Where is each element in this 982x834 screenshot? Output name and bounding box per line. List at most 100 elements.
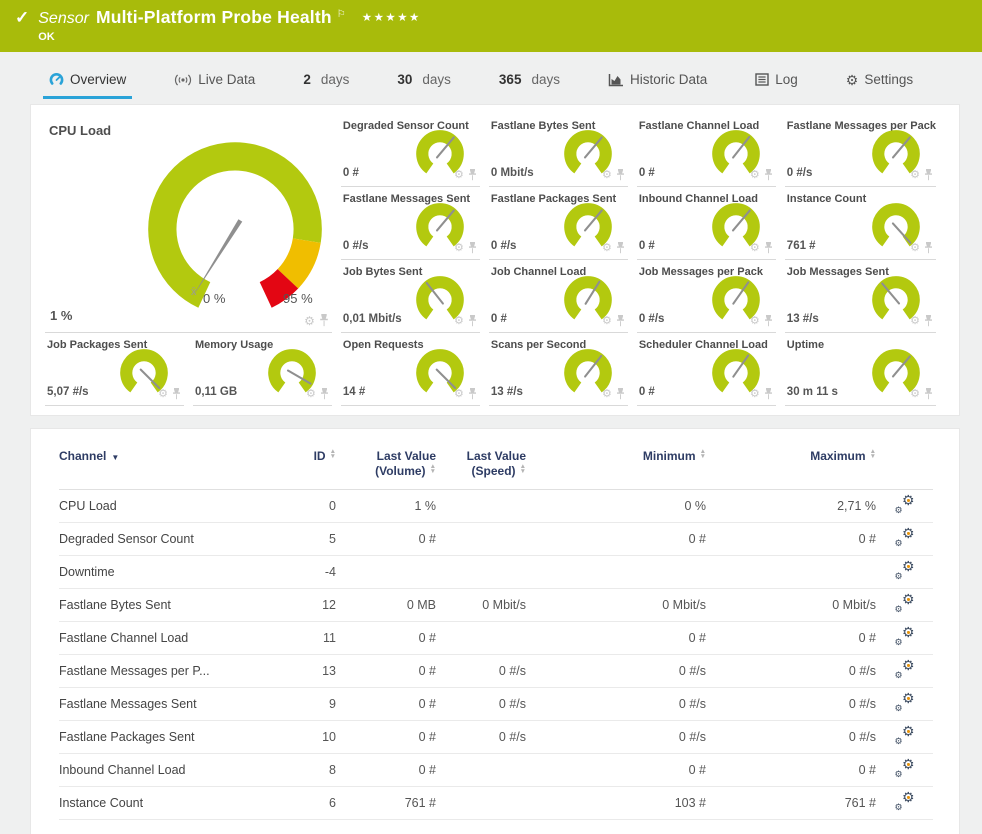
column-header-maximum[interactable]: Maximum▲▼ <box>706 445 876 490</box>
gauge-tile[interactable]: Scheduler Channel Load0 #⚙ <box>637 333 776 406</box>
channel-id: 13 <box>274 655 336 688</box>
pin-icon[interactable] <box>319 314 329 327</box>
pin-icon[interactable] <box>764 242 773 254</box>
gauge-settings-gear-icon[interactable]: ⚙ <box>454 170 464 181</box>
gauge-settings-gear-icon[interactable]: ⚙ <box>158 389 168 400</box>
gauge-tile[interactable]: Memory Usage0,11 GB⚙ <box>193 333 332 406</box>
gauge-tile[interactable]: Job Messages per Pack0 #/s⚙ <box>637 260 776 333</box>
edit-channel-gears-icon[interactable]: ⚙⚙ <box>895 661 915 678</box>
gauge-tile[interactable]: Job Channel Load0 #⚙ <box>489 260 628 333</box>
gauge-settings-gear-icon[interactable]: ⚙ <box>602 170 612 181</box>
pin-icon[interactable] <box>616 388 625 400</box>
gauge-tile[interactable]: Inbound Channel Load0 #⚙ <box>637 187 776 260</box>
pin-icon[interactable] <box>924 388 933 400</box>
tab-30-days[interactable]: 30 days <box>391 66 457 99</box>
gauge-settings-gear-icon[interactable]: ⚙ <box>454 243 464 254</box>
pin-icon[interactable] <box>468 388 477 400</box>
sort-icon: ▲▼ <box>330 449 336 459</box>
tab-label: Settings <box>864 72 913 87</box>
gauge-value: 0 #/s <box>491 240 517 252</box>
tab-live-data[interactable]: Live Data <box>168 66 261 99</box>
channel-actions-cell: ⚙⚙ <box>876 688 933 721</box>
gauge-settings-gear-icon[interactable]: ⚙ <box>454 316 464 327</box>
edit-channel-gears-icon[interactable]: ⚙⚙ <box>895 793 915 810</box>
pin-icon[interactable] <box>764 315 773 327</box>
gauge-tile[interactable]: Uptime30 m 11 s⚙ <box>785 333 936 406</box>
pin-icon[interactable] <box>764 388 773 400</box>
pin-icon[interactable] <box>468 242 477 254</box>
edit-channel-gears-icon[interactable]: ⚙⚙ <box>895 694 915 711</box>
priority-stars[interactable]: ★★★★★ <box>362 10 421 24</box>
pin-icon[interactable] <box>468 315 477 327</box>
pin-icon[interactable] <box>320 388 329 400</box>
tab-log[interactable]: Log <box>749 66 804 99</box>
edit-channel-gears-icon[interactable]: ⚙⚙ <box>895 628 915 645</box>
column-label: ID <box>314 449 326 463</box>
gauge-settings-gear-icon[interactable]: ⚙ <box>910 170 920 181</box>
status-ok-check-icon: ✓ <box>15 8 29 28</box>
column-header-last-value-speed[interactable]: Last Value (Speed)▲▼ <box>436 445 526 490</box>
gauge-tile[interactable]: Fastlane Packages Sent0 #/s⚙ <box>489 187 628 260</box>
gauge-tile[interactable]: Open Requests14 #⚙ <box>341 333 480 406</box>
gauge-tile[interactable]: Fastlane Bytes Sent0 Mbit/s⚙ <box>489 114 628 187</box>
gauge-value: 5,07 #/s <box>47 386 89 398</box>
last-value-volume: 0 # <box>336 688 436 721</box>
column-header-id[interactable]: ID ▲▼ <box>274 445 336 490</box>
gauge-tile[interactable]: Instance Count761 #⚙ <box>785 187 936 260</box>
tab-historic-data[interactable]: Historic Data <box>602 66 713 99</box>
gauge-settings-gear-icon[interactable]: ⚙ <box>750 170 760 181</box>
pin-icon[interactable] <box>616 315 625 327</box>
sensor-status-badge: OK <box>38 31 421 43</box>
minimum-value: 103 # <box>526 787 706 820</box>
tab-365-days[interactable]: 365 days <box>493 66 566 99</box>
channel-actions-cell: ⚙⚙ <box>876 490 933 523</box>
gauge-settings-gear-icon[interactable]: ⚙ <box>454 389 464 400</box>
edit-channel-gears-icon[interactable]: ⚙⚙ <box>895 595 915 612</box>
pin-icon[interactable] <box>764 169 773 181</box>
gauge-tile[interactable]: Degraded Sensor Count0 #⚙ <box>341 114 480 187</box>
edit-channel-gears-icon[interactable]: ⚙⚙ <box>895 760 915 777</box>
column-header-minimum[interactable]: Minimum▲▼ <box>526 445 706 490</box>
gauge-settings-gear-icon[interactable]: ⚙ <box>304 315 315 327</box>
pin-icon[interactable] <box>468 169 477 181</box>
gauge-settings-gear-icon[interactable]: ⚙ <box>750 243 760 254</box>
flag-icon[interactable]: ⚐ <box>337 9 346 20</box>
gauge-settings-gear-icon[interactable]: ⚙ <box>306 389 316 400</box>
gauge-tile[interactable]: Fastlane Messages per Pack0 #/s⚙ <box>785 114 936 187</box>
gauge-tile[interactable]: Job Messages Sent13 #/s⚙ <box>785 260 936 333</box>
tab-days-number: 2 <box>303 72 311 87</box>
pin-icon[interactable] <box>924 169 933 181</box>
edit-channel-gears-icon[interactable]: ⚙⚙ <box>895 529 915 546</box>
gauge-settings-gear-icon[interactable]: ⚙ <box>602 316 612 327</box>
pin-icon[interactable] <box>924 242 933 254</box>
tab-2-days[interactable]: 2 days <box>297 66 355 99</box>
table-row: Fastlane Messages Sent90 #0 #/s0 #/s0 #/… <box>59 688 933 721</box>
gauge-settings-gear-icon[interactable]: ⚙ <box>910 389 920 400</box>
pin-icon[interactable] <box>172 388 181 400</box>
cpu-load-gauge-tile[interactable]: CPU Load x̄ 0 % 95 % 1 % ⚙ <box>45 114 332 333</box>
last-value-speed: 0 #/s <box>436 688 526 721</box>
edit-channel-gears-icon[interactable]: ⚙⚙ <box>895 562 915 579</box>
column-header-last-value-volume[interactable]: Last Value (Volume)▲▼ <box>336 445 436 490</box>
column-header-channel[interactable]: Channel▼ <box>59 445 274 490</box>
tab-overview[interactable]: Overview <box>43 66 132 99</box>
maximum-value <box>706 556 876 589</box>
gauge-tile[interactable]: Job Bytes Sent0,01 Mbit/s⚙ <box>341 260 480 333</box>
pin-icon[interactable] <box>924 315 933 327</box>
gauge-settings-gear-icon[interactable]: ⚙ <box>602 389 612 400</box>
gauge-tile[interactable]: Scans per Second13 #/s⚙ <box>489 333 628 406</box>
gauge-settings-gear-icon[interactable]: ⚙ <box>910 243 920 254</box>
gauge-settings-gear-icon[interactable]: ⚙ <box>750 389 760 400</box>
pin-icon[interactable] <box>616 169 625 181</box>
gauge-settings-gear-icon[interactable]: ⚙ <box>750 316 760 327</box>
edit-channel-gears-icon[interactable]: ⚙⚙ <box>895 496 915 513</box>
tab-settings[interactable]: ⚙ Settings <box>840 66 919 99</box>
gauge-tile[interactable]: Fastlane Messages Sent0 #/s⚙ <box>341 187 480 260</box>
edit-channel-gears-icon[interactable]: ⚙⚙ <box>895 727 915 744</box>
pin-icon[interactable] <box>616 242 625 254</box>
gauge-settings-gear-icon[interactable]: ⚙ <box>910 316 920 327</box>
gauge-settings-gear-icon[interactable]: ⚙ <box>602 243 612 254</box>
gauge-tile[interactable]: Job Packages Sent5,07 #/s⚙ <box>45 333 184 406</box>
gauge-tile[interactable]: Fastlane Channel Load0 #⚙ <box>637 114 776 187</box>
gauge-value: 0 # <box>639 167 655 179</box>
